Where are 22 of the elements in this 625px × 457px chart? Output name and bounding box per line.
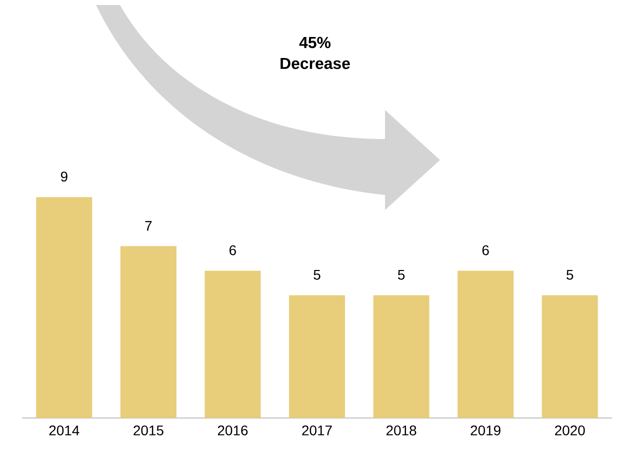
data-label: 9	[60, 172, 68, 182]
bar	[542, 295, 598, 418]
text: 45% Decrease	[280, 36, 350, 70]
data-label: 5	[314, 270, 320, 280]
x-tick-label: 2015	[134, 425, 164, 436]
data-label: 6	[230, 245, 236, 256]
bar	[289, 295, 346, 418]
bar	[36, 197, 92, 418]
x-tick-label: 2016	[218, 425, 248, 436]
x-tick-label: 2019	[470, 425, 500, 436]
bar	[204, 270, 261, 418]
bar	[373, 295, 430, 418]
data-label: 5	[566, 270, 574, 280]
data-label: 6	[482, 245, 489, 256]
x-tick-label: 2017	[302, 425, 332, 436]
bar	[458, 270, 514, 418]
x-tick-label: 2020	[555, 425, 585, 436]
data-label: 7	[145, 221, 152, 231]
x-tick-label: 2014	[49, 425, 80, 436]
x-tick-label: 2018	[386, 425, 416, 436]
data-label: 5	[398, 270, 405, 280]
bar	[120, 246, 176, 418]
